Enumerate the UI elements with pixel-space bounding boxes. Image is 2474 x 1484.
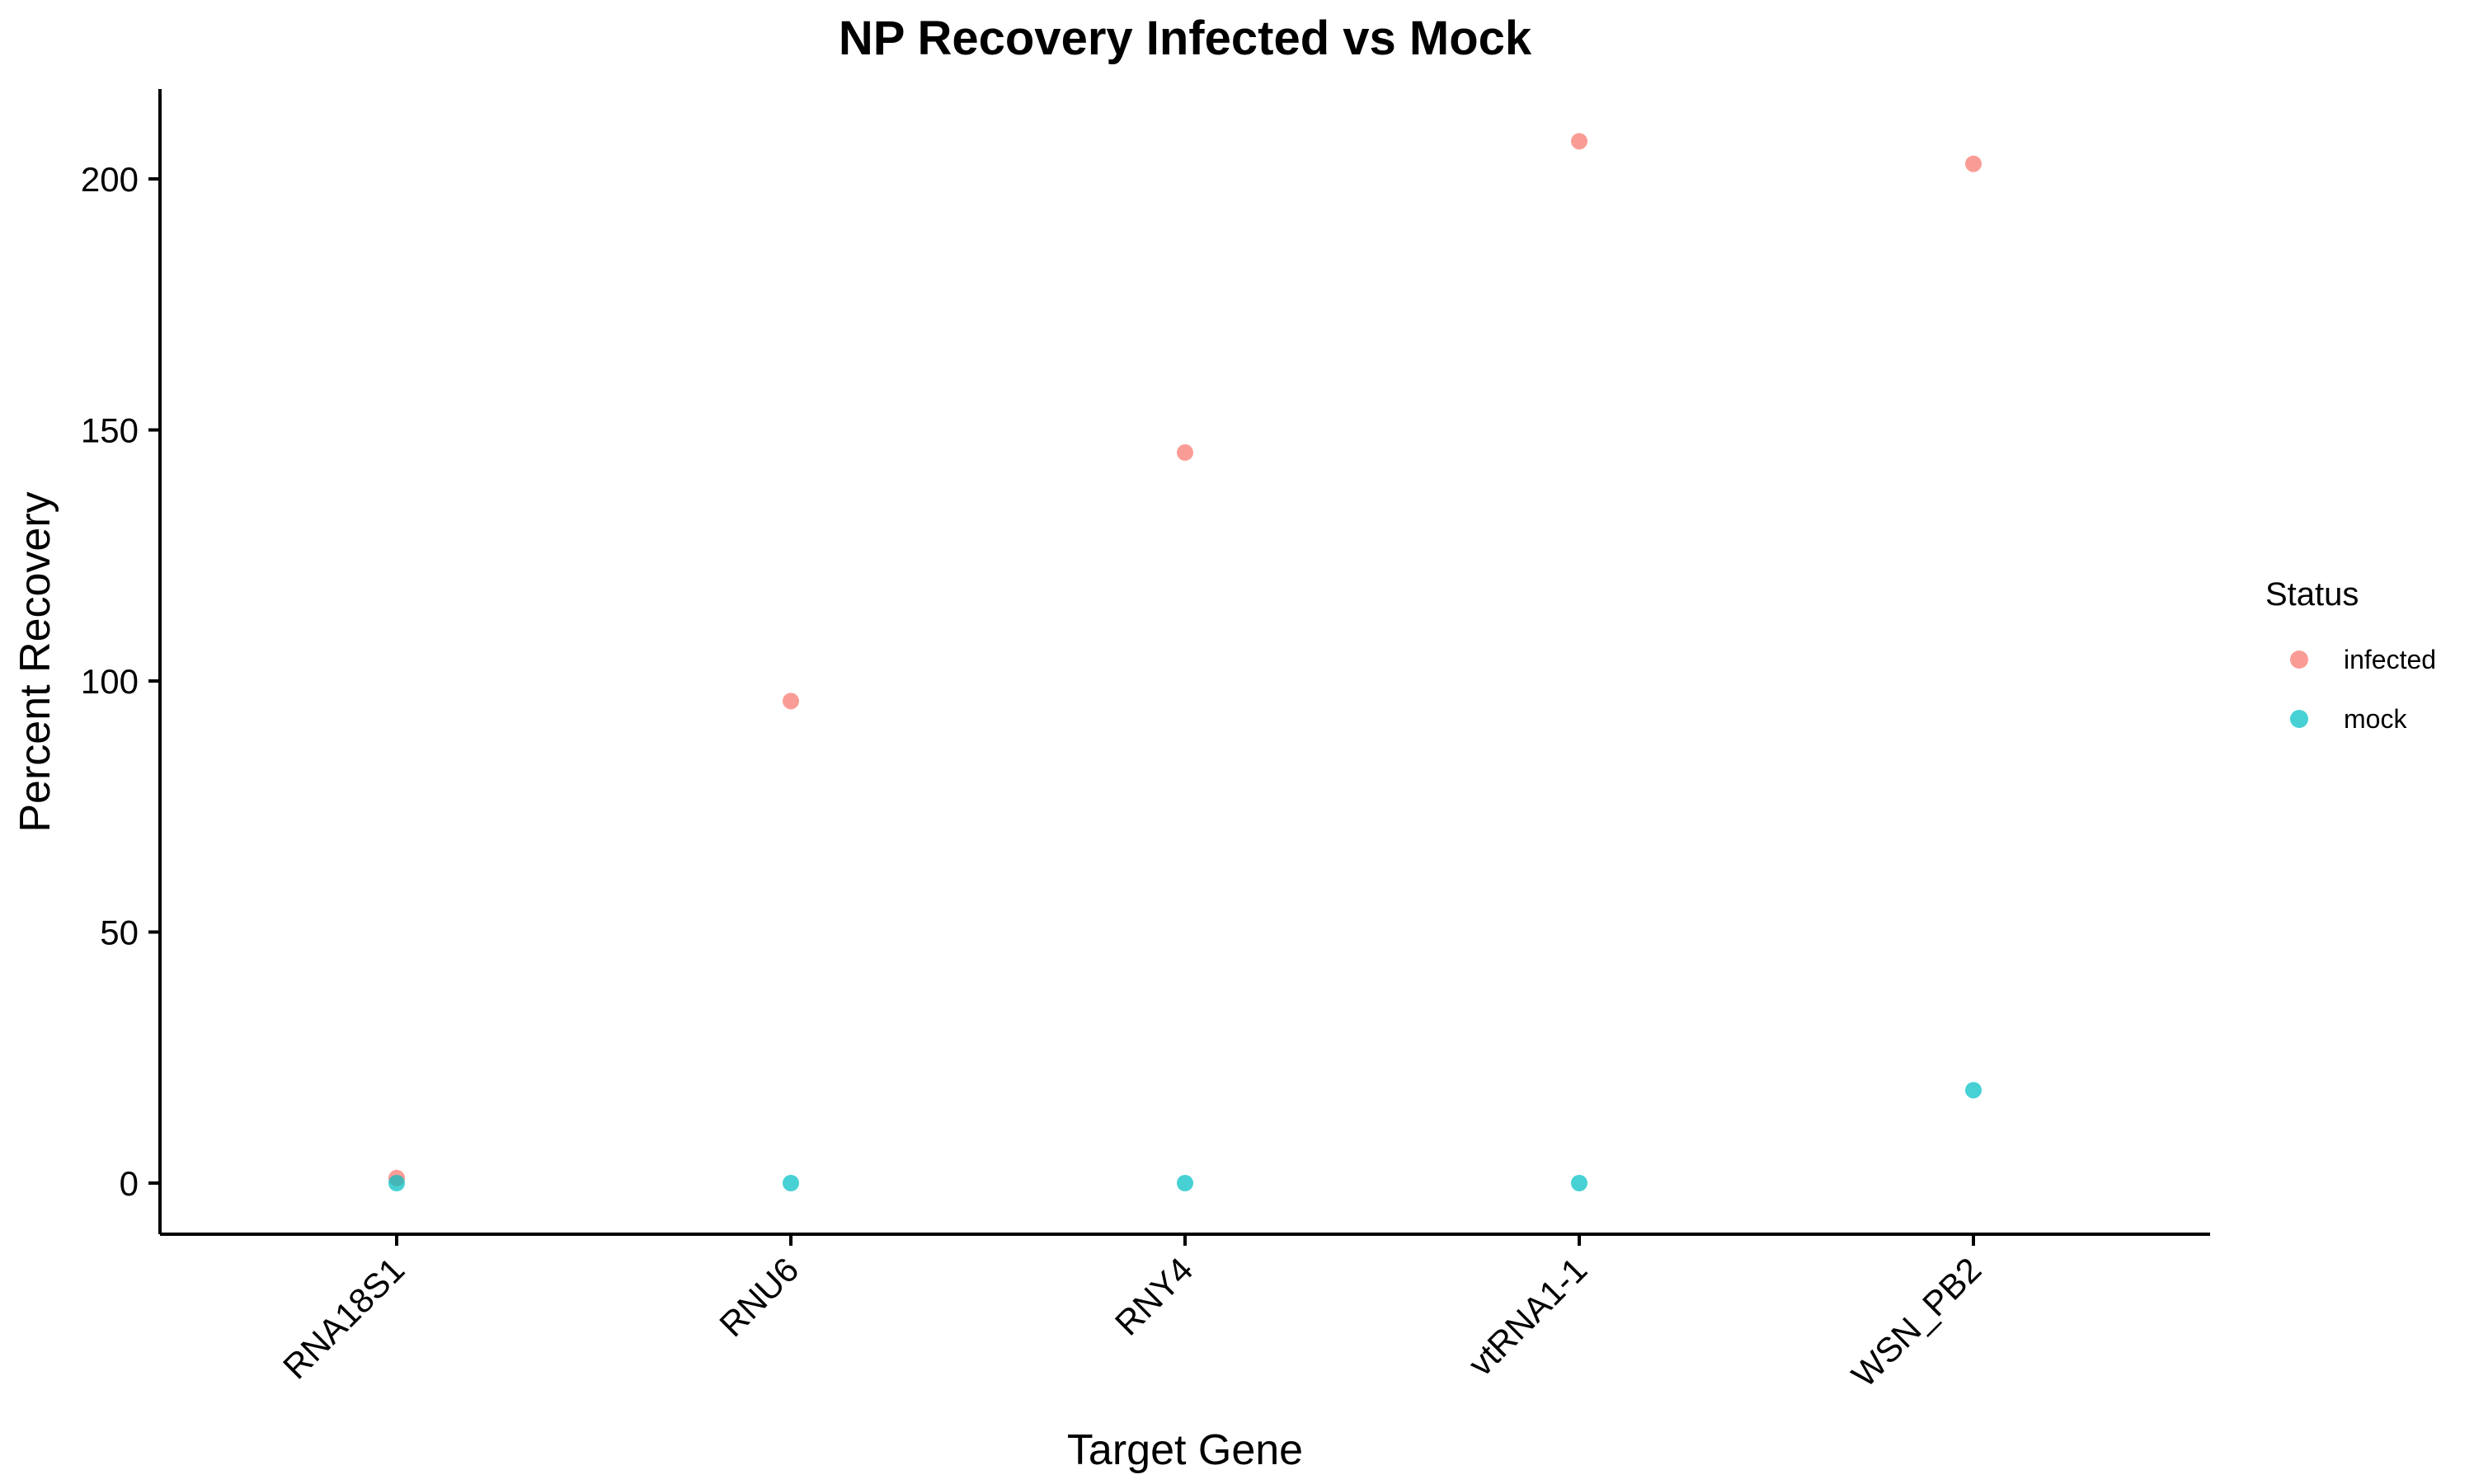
x-tick-label: vtRNA1-1 [1460, 1250, 1594, 1383]
point-mock-RNA18S1 [388, 1175, 405, 1191]
y-axis: 0 50 100 150 200 [81, 89, 162, 1234]
legend-key-infected [2290, 650, 2308, 669]
point-mock-RNU6 [783, 1175, 799, 1191]
y-tick-label: 50 [100, 913, 139, 952]
legend-key-mock [2290, 710, 2308, 728]
point-mock-WSN_PB2 [1965, 1082, 1982, 1099]
y-ticks: 0 50 100 150 200 [81, 160, 160, 1203]
legend-title: Status [2265, 576, 2359, 613]
point-infected-RNY4 [1177, 444, 1193, 461]
point-infected-RNU6 [783, 693, 799, 710]
x-ticks: RNA18S1 RNU6 RNY4 vtRNA1-1 WSN_PB2 [275, 1234, 1988, 1394]
legend-label-mock: mock [2344, 704, 2407, 734]
legend-label-infected: infected [2344, 645, 2436, 674]
x-tick-label: RNY4 [1108, 1250, 1200, 1342]
data-points [388, 133, 1982, 1191]
x-tick-label: RNU6 [712, 1250, 806, 1344]
x-tick-label: WSN_PB2 [1844, 1250, 1988, 1394]
x-axis: RNA18S1 RNU6 RNY4 vtRNA1-1 WSN_PB2 [160, 1233, 2210, 1394]
x-tick-label: RNA18S1 [275, 1250, 412, 1386]
chart-title: NP Recovery Infected vs Mock [839, 12, 1532, 65]
y-tick-label: 150 [81, 411, 139, 450]
legend-items: infected mock [2290, 645, 2436, 734]
y-axis-label: Percent Recovery [12, 491, 59, 832]
y-tick-label: 100 [81, 662, 139, 701]
y-tick-label: 0 [120, 1164, 139, 1203]
point-mock-RNY4 [1177, 1175, 1193, 1191]
x-axis-label: Target Gene [1067, 1426, 1303, 1474]
legend: Status infected mock [2265, 576, 2436, 734]
point-infected-vtRNA1-1 [1571, 133, 1587, 150]
point-mock-vtRNA1-1 [1571, 1175, 1587, 1191]
y-tick-label: 200 [81, 160, 139, 199]
point-infected-WSN_PB2 [1965, 155, 1982, 172]
